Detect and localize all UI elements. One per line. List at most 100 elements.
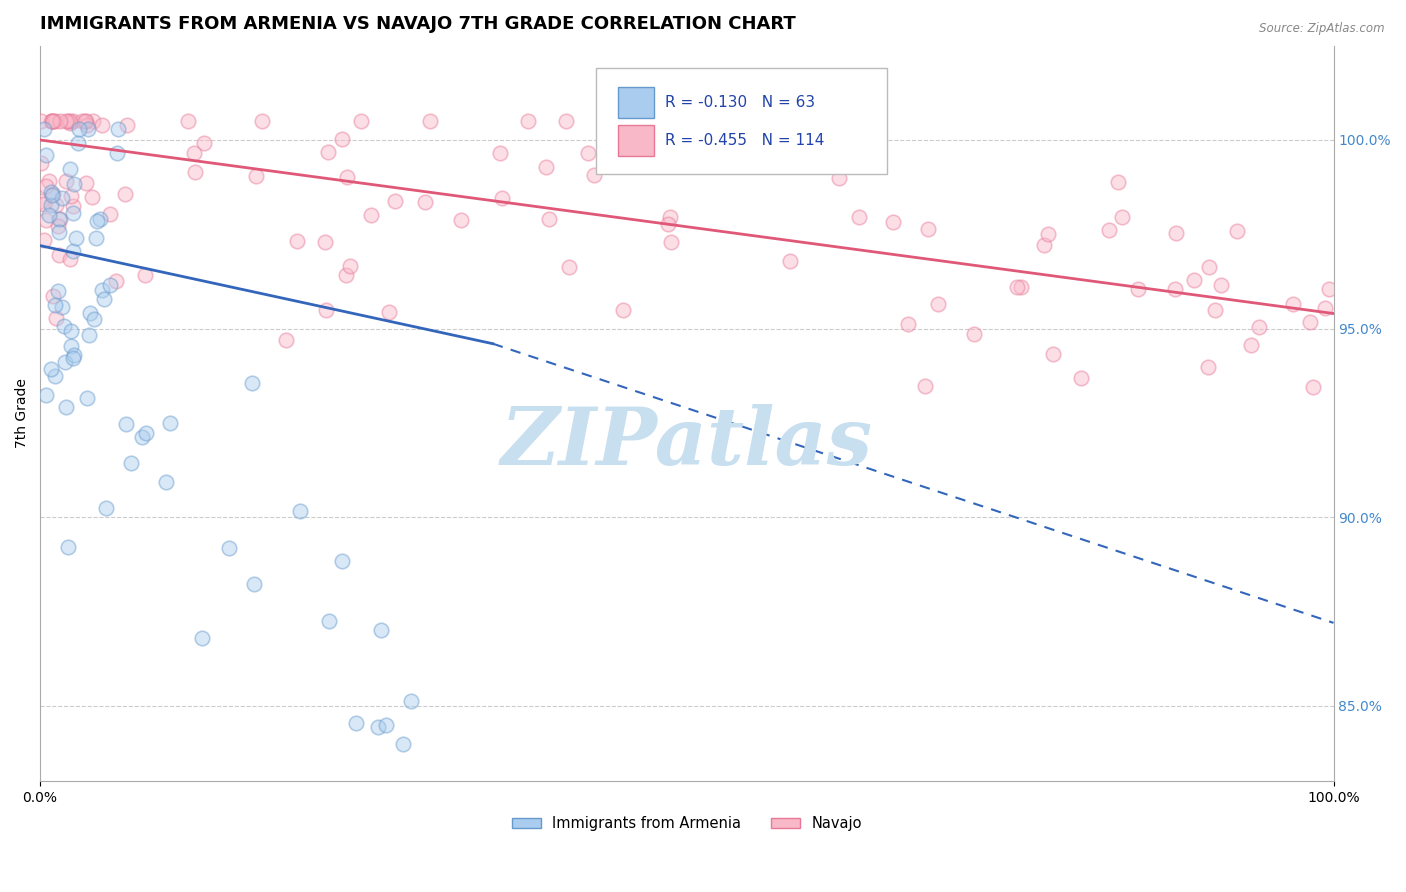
- Point: [86, 214, 108, 228]
- Point: [44, 114, 66, 128]
- Point: [491, 191, 513, 205]
- Point: [38, 174, 60, 188]
- Text: R = -0.130   N = 63: R = -0.130 N = 63: [665, 95, 815, 110]
- Point: [55, 173, 77, 187]
- Point: [41, 188, 63, 202]
- Point: [62, 351, 84, 366]
- Point: [80, 190, 103, 204]
- Point: [583, 168, 606, 182]
- Point: [41, 114, 63, 128]
- Point: [44, 368, 66, 383]
- Point: [339, 259, 361, 273]
- Point: [41, 198, 63, 212]
- Point: [83, 311, 105, 326]
- Point: [77, 328, 100, 343]
- Point: [1042, 346, 1064, 360]
- Point: [35, 148, 58, 162]
- Point: [558, 260, 581, 274]
- Legend: Immigrants from Armenia, Navajo: Immigrants from Armenia, Navajo: [506, 810, 868, 837]
- Point: [617, 124, 640, 138]
- Point: [73, 114, 96, 128]
- Point: [1005, 280, 1028, 294]
- Point: [534, 161, 557, 175]
- Point: [59, 114, 82, 128]
- Point: [350, 114, 373, 128]
- Point: [105, 146, 128, 161]
- Point: [60, 324, 83, 338]
- Point: [65, 231, 87, 245]
- Point: [1281, 297, 1303, 311]
- Point: [48, 211, 70, 226]
- Point: [1182, 273, 1205, 287]
- Point: [897, 317, 920, 331]
- Point: [315, 302, 337, 317]
- Point: [336, 170, 359, 185]
- Point: [963, 327, 986, 342]
- Point: [1164, 282, 1187, 296]
- Point: [1299, 315, 1322, 329]
- Point: [84, 231, 107, 245]
- Point: [131, 430, 153, 444]
- Point: [335, 268, 357, 283]
- Point: [30, 114, 52, 128]
- Point: [82, 114, 104, 128]
- Y-axis label: 7th Grade: 7th Grade: [15, 378, 30, 449]
- Point: [1033, 238, 1056, 252]
- Point: [1126, 282, 1149, 296]
- Point: [75, 176, 97, 190]
- Point: [59, 116, 82, 130]
- Point: [63, 348, 86, 362]
- Point: [882, 215, 904, 229]
- Point: [243, 577, 266, 591]
- Point: [378, 305, 401, 319]
- Point: [35, 213, 58, 227]
- Point: [75, 114, 97, 128]
- Point: [67, 121, 90, 136]
- Point: [98, 207, 121, 221]
- Point: [1197, 359, 1219, 374]
- Point: [538, 212, 561, 227]
- Point: [779, 254, 801, 268]
- Point: [93, 292, 115, 306]
- Point: [419, 114, 441, 128]
- Point: [450, 213, 472, 227]
- Point: [70, 114, 93, 128]
- Point: [1010, 280, 1032, 294]
- Point: [62, 199, 84, 213]
- Point: [77, 121, 100, 136]
- Point: [384, 194, 406, 208]
- Point: [55, 114, 77, 128]
- Point: [1070, 371, 1092, 385]
- Point: [375, 717, 398, 731]
- Point: [48, 225, 70, 239]
- Point: [659, 210, 682, 224]
- Point: [316, 145, 339, 160]
- Point: [155, 475, 177, 490]
- Point: [250, 114, 273, 128]
- Point: [1302, 380, 1324, 394]
- Point: [117, 118, 139, 132]
- Point: [415, 194, 437, 209]
- Point: [1240, 338, 1263, 352]
- Point: [1249, 319, 1271, 334]
- Point: [55, 400, 77, 414]
- Point: [657, 217, 679, 231]
- Text: ZIPatlas: ZIPatlas: [501, 404, 873, 482]
- Point: [41, 114, 63, 128]
- Point: [240, 376, 263, 390]
- Point: [59, 339, 82, 353]
- Point: [51, 191, 73, 205]
- Point: [59, 252, 82, 267]
- Point: [32, 233, 55, 247]
- Point: [38, 208, 60, 222]
- Point: [41, 114, 63, 128]
- Point: [614, 114, 637, 128]
- Point: [218, 541, 240, 555]
- Point: [392, 737, 415, 751]
- Point: [30, 194, 52, 208]
- Point: [45, 198, 67, 212]
- Point: [58, 161, 80, 176]
- Point: [48, 284, 70, 298]
- Point: [79, 306, 101, 320]
- Point: [330, 554, 353, 568]
